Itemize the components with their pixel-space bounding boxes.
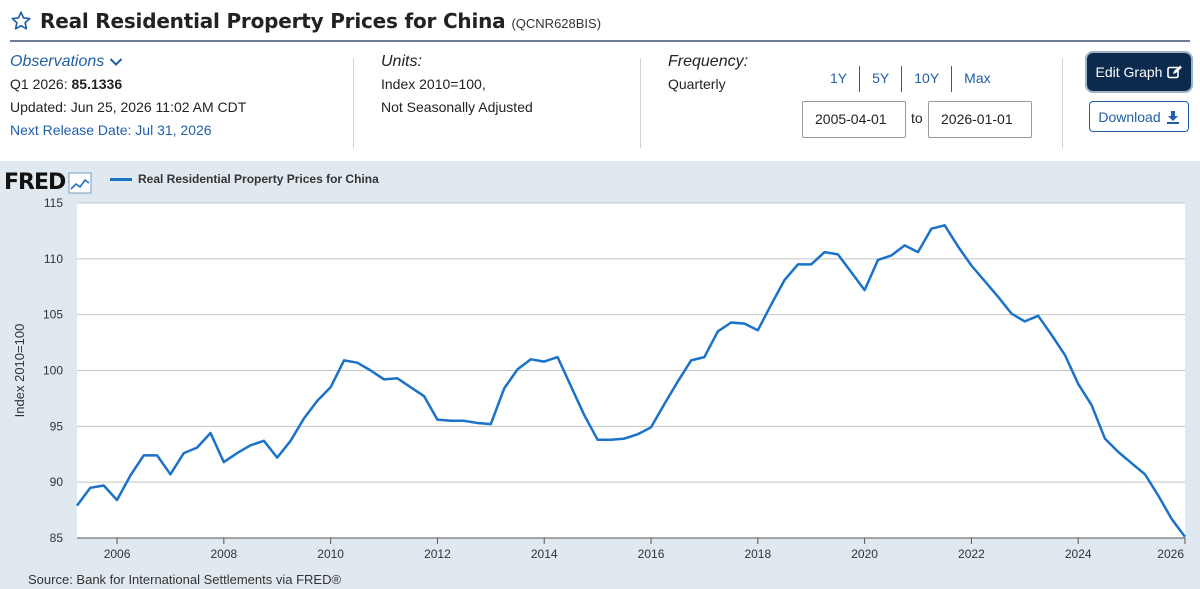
line-chart: 85 90 95 100 105 110 115 2006 2008 2010 2012 2014 20… [12, 196, 1187, 561]
updated-text: Updated: Jun 25, 2026 11:02 AM CDT [10, 99, 247, 115]
units-panel: Units: Index 2010=100, Not Seasonally Ad… [381, 50, 533, 119]
x-tick-label: 2022 [958, 547, 985, 561]
frequency-heading: Frequency: [668, 53, 749, 70]
to-label: to [911, 110, 923, 126]
x-tick-label: 2012 [424, 547, 451, 561]
divider [640, 58, 641, 148]
end-date-input[interactable]: 2026-01-01 [928, 101, 1032, 138]
download-label: Download [1098, 108, 1161, 125]
range-10y-button[interactable]: 10Y [902, 66, 953, 92]
units-line-2: Not Seasonally Adjusted [381, 99, 533, 115]
fred-logo: FRED [4, 170, 92, 195]
frequency-value: Quarterly [668, 76, 726, 92]
download-button[interactable]: Download [1089, 101, 1189, 132]
observations-label: Observations [10, 53, 105, 70]
range-max-button[interactable]: Max [964, 70, 991, 86]
y-tick-label: 105 [43, 308, 63, 322]
series-line [75, 224, 1187, 538]
latest-observation: Q1 2026: 85.1336 [10, 73, 246, 96]
x-tick-label: 2026 [1157, 547, 1184, 561]
observation-period: Q1 2026: [10, 76, 68, 92]
x-tick-label: 2006 [104, 547, 131, 561]
fred-logo-text: FRED [4, 170, 66, 195]
frequency-panel: Frequency: Quarterly [668, 50, 748, 96]
legend-label: Real Residential Property Prices for Chi… [138, 172, 379, 186]
title-row: Real Residential Property Prices for Chi… [10, 6, 601, 36]
legend-swatch [110, 177, 132, 181]
observations-dropdown[interactable]: Observations [10, 50, 246, 73]
x-tick-label: 2014 [531, 547, 558, 561]
next-release-link[interactable]: Next Release Date: Jul 31, 2026 [10, 122, 212, 138]
star-icon[interactable] [10, 10, 32, 32]
observations-panel: Observations Q1 2026: 85.1336 Updated: J… [10, 50, 246, 142]
page-title: Real Residential Property Prices for Chi… [40, 9, 506, 33]
units-line-1: Index 2010=100, [381, 76, 486, 92]
x-tick-label: 2020 [851, 547, 878, 561]
x-tick-label: 2010 [317, 547, 344, 561]
range-1y-button[interactable]: 1Y [818, 66, 861, 92]
x-tick-label: 2024 [1065, 547, 1092, 561]
title-divider [10, 40, 1190, 42]
start-date-input[interactable]: 2005-04-01 [802, 101, 906, 138]
edit-graph-label: Edit Graph [1095, 64, 1163, 80]
chevron-down-icon [109, 57, 123, 67]
x-tick-label: 2018 [744, 547, 771, 561]
divider [1062, 58, 1063, 148]
units-heading: Units: [381, 53, 422, 70]
observation-value: 85.1336 [71, 76, 123, 92]
x-tick-label: 2008 [210, 547, 237, 561]
y-tick-label: 100 [43, 364, 63, 378]
divider [353, 58, 354, 148]
y-tick-label: 115 [44, 196, 63, 210]
y-tick-label: 95 [50, 419, 64, 433]
y-axis-label: Index 2010=100 [12, 324, 27, 418]
chart-legend: Real Residential Property Prices for Chi… [110, 172, 379, 186]
range-5y-button[interactable]: 5Y [860, 66, 903, 92]
edit-graph-button[interactable]: Edit Graph [1085, 51, 1193, 93]
chart-line-icon [68, 172, 92, 193]
series-id: (QCNR628BIS) [511, 15, 602, 31]
y-tick-label: 85 [50, 531, 64, 545]
source-note: Source: Bank for International Settlemen… [28, 572, 342, 587]
x-tick-label: 2016 [638, 547, 665, 561]
y-tick-label: 110 [44, 252, 63, 266]
edit-icon [1167, 65, 1183, 79]
download-icon [1166, 110, 1179, 124]
y-tick-label: 90 [50, 475, 64, 489]
range-buttons: 1Y 5Y 10Y Max [818, 66, 1003, 92]
